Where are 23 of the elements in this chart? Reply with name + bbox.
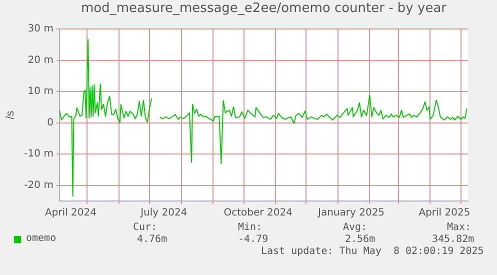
chart-title: mod_measure_message_e2ee/omemo counter - by year [80,0,448,16]
text: -4.79 [238,234,268,245]
y-tick-label: 30 m [28,24,54,35]
text: Avg: [343,222,368,233]
text: 2.56m [345,234,376,245]
text: Max: [447,222,472,233]
text: Cur: [133,222,158,233]
x-tick-label: April 2024 [44,208,96,219]
text: Last update: Thu May 8 02:00:19 2025 [261,246,484,257]
x-tick-label: April 2025 [418,208,470,219]
x-tick-label: October 2024 [224,208,292,219]
y-tick-label: -20 m [24,180,54,191]
y-tick-label: 10 m [28,86,54,98]
y-tick-label: 0 [47,117,54,128]
y-tick-label: 20 m [28,54,54,66]
text: Min: [238,222,262,233]
legend-label: omemo [26,233,56,244]
y-axis-title: /s [4,110,17,120]
y-tick-label: -10 m [24,148,54,160]
text: 4.76m [137,234,168,245]
x-tick-label: January 2025 [317,208,385,219]
x-tick-label: July 2024 [140,208,188,219]
text: 345.82m [432,234,474,245]
